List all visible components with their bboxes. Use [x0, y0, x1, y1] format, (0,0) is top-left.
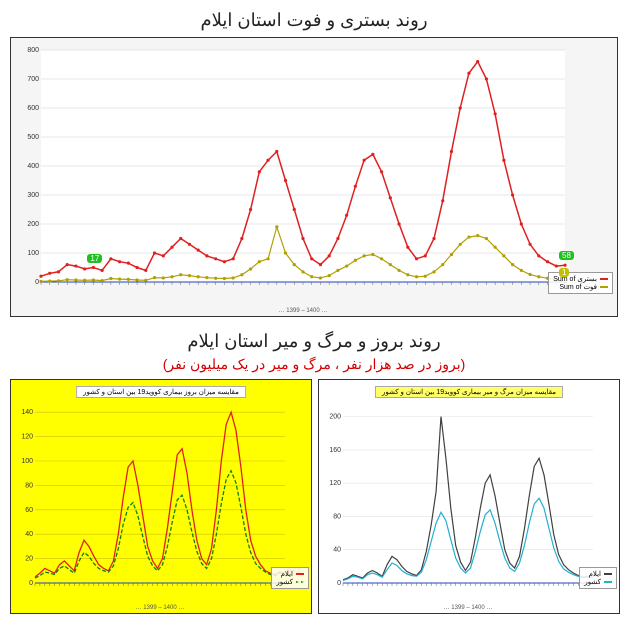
legend-label: فوت Sum of [559, 283, 597, 291]
svg-text:300: 300 [27, 192, 39, 199]
svg-text:… 1399 – 1400 …: … 1399 – 1400 … [444, 605, 493, 611]
top-legend: بستری Sum of فوت Sum of [548, 272, 613, 294]
value-badge: 58 [559, 251, 574, 260]
svg-text:120: 120 [21, 434, 33, 441]
bottom-left-chart: مقایسه میزان بروز بیماری کووید19 بین است… [10, 379, 312, 614]
legend-item-death: فوت Sum of [553, 283, 608, 291]
chart-inner-title: مقایسه میزان مرگ و میر بیماری کووید19 بی… [375, 386, 563, 398]
svg-text:400: 400 [27, 163, 39, 170]
top-chart-svg: 0 100 200 300 400 500 600 700 800 … 1399 – 1400 … [11, 38, 615, 316]
section2-title: روند بروز و مرگ و میر استان ایلام [4, 325, 624, 356]
svg-text:100: 100 [27, 250, 39, 257]
svg-text:500: 500 [27, 134, 39, 141]
chart-inner-title: مقایسه میزان بروز بیماری کووید19 بین است… [76, 386, 246, 398]
legend-label: کشور [276, 578, 293, 586]
svg-text:0: 0 [29, 580, 33, 587]
svg-text:0: 0 [35, 279, 39, 286]
svg-text:800: 800 [27, 47, 39, 54]
legend-label: ایلام [589, 570, 601, 578]
svg-text:140: 140 [21, 409, 33, 416]
page: روند بستری و فوت استان ایلام 01002003004… [0, 0, 628, 640]
svg-text:100: 100 [21, 458, 33, 465]
br-legend: ایلام کشور [579, 567, 617, 589]
value-badge: 1 [559, 268, 569, 277]
legend-item: کشور [584, 578, 612, 586]
svg-text:… 1399 – 1400 …: … 1399 – 1400 … [279, 308, 328, 314]
bottom-right-svg: 0 40 80 120 160 200 … 1399 – 1400 … [319, 380, 619, 613]
svg-text:60: 60 [25, 507, 33, 514]
svg-text:700: 700 [27, 76, 39, 83]
value-badge: 17 [87, 254, 102, 263]
svg-text:80: 80 [25, 482, 33, 489]
legend-item: ایلام [584, 570, 612, 578]
svg-text:80: 80 [333, 513, 341, 520]
bottom-row: مقایسه میزان بروز بیماری کووید19 بین است… [10, 379, 618, 614]
svg-text:120: 120 [329, 480, 341, 487]
svg-text:… 1399 – 1400 …: … 1399 – 1400 … [136, 605, 185, 611]
bottom-right-chart: مقایسه میزان مرگ و میر بیماری کووید19 بی… [318, 379, 620, 614]
svg-text:40: 40 [333, 547, 341, 554]
svg-text:600: 600 [27, 105, 39, 112]
svg-text:20: 20 [25, 556, 33, 563]
section2-subtitle: (بروز در صد هزار نفر ، مرگ و میر در یک م… [4, 356, 624, 377]
legend-label: ایلام [281, 570, 293, 578]
bl-legend: ایلام کشور [271, 567, 309, 589]
svg-text:200: 200 [27, 221, 39, 228]
top-chart-title: روند بستری و فوت استان ایلام [4, 4, 624, 35]
svg-text:200: 200 [329, 414, 341, 421]
top-chart: 0 100 200 300 400 500 600 700 800 … 1399 – 1400 …… [10, 37, 618, 317]
svg-text:0: 0 [337, 580, 341, 587]
legend-item: کشور [276, 578, 304, 586]
svg-text:40: 40 [25, 531, 33, 538]
bottom-left-svg: 020406080100120140… 1399 – 1400 …8.63 [11, 380, 311, 613]
svg-text:160: 160 [329, 447, 341, 454]
legend-label: کشور [584, 578, 601, 586]
legend-item: ایلام [276, 570, 304, 578]
